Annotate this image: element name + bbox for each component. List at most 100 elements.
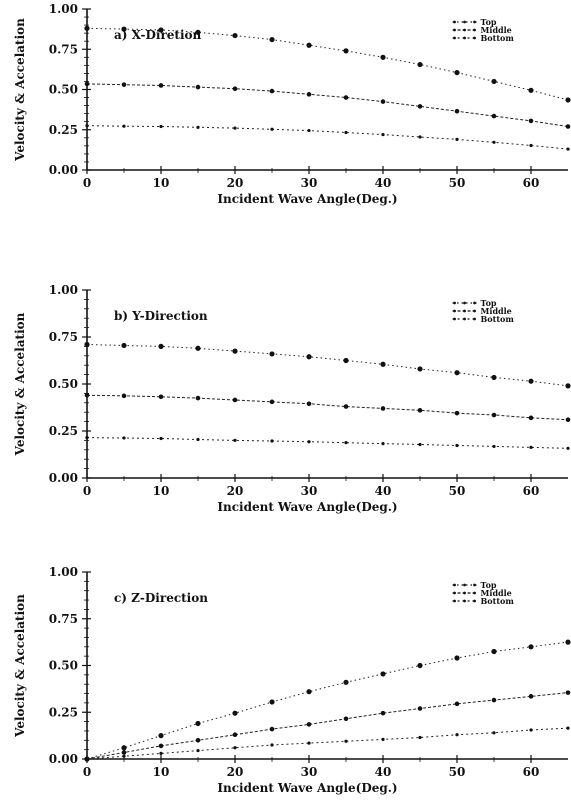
legend-marker — [473, 317, 476, 321]
x-tick-label: 10 — [153, 765, 170, 779]
data-point — [84, 25, 90, 31]
data-point — [492, 140, 496, 144]
data-point — [196, 437, 200, 442]
chart-panel-3: 0.00 0.25 0.50 0.75 1.00 0 10 20 30 40 50 60 Inciden… — [13, 565, 571, 795]
legend-marker — [453, 36, 456, 40]
x-tick-label: 10 — [153, 484, 170, 498]
data-point — [158, 743, 164, 749]
x-tick-label: 50 — [449, 765, 466, 779]
data-point — [195, 29, 201, 35]
data-point — [158, 733, 164, 739]
data-point — [121, 750, 127, 755]
data-point — [454, 701, 460, 707]
data-point — [269, 399, 275, 405]
y-tick-label: 0.00 — [49, 163, 78, 177]
series-line-middle — [86, 394, 569, 421]
data-point — [269, 351, 275, 357]
data-point — [195, 720, 201, 727]
data-point — [270, 439, 274, 443]
data-point — [566, 446, 570, 450]
data-point — [122, 124, 126, 128]
x-tick-label: 40 — [375, 765, 392, 779]
legend-marker — [463, 317, 466, 321]
data-point — [343, 716, 349, 722]
legend-label: Middle — [481, 306, 512, 316]
legend-label: Top — [481, 580, 497, 590]
data-point — [343, 48, 349, 54]
data-point — [195, 738, 201, 743]
x-tick-label: 0 — [83, 765, 91, 779]
y-axis-title: Velocity & Accelation — [13, 18, 27, 162]
data-point — [232, 32, 238, 39]
data-point — [529, 143, 533, 148]
chart-panel-1: 0.00 0.25 0.50 0.75 1.00 0 10 20 30 40 50 60 Inciden… — [13, 2, 571, 206]
data-point — [158, 343, 164, 349]
data-point — [343, 679, 349, 685]
legend-label: Middle — [481, 588, 512, 598]
x-axis-title: Incident Wave Angle(Deg.) — [217, 192, 397, 206]
y-tick-label: 0.75 — [49, 330, 78, 344]
data-point — [84, 341, 90, 348]
data-point — [454, 108, 460, 114]
legend-label: Middle — [481, 25, 512, 35]
y-axis-title: Velocity & Accelation — [13, 312, 27, 456]
legend-marker — [473, 301, 476, 305]
data-point — [417, 61, 423, 68]
data-point — [528, 118, 534, 124]
legend-marker — [453, 591, 456, 595]
data-point — [381, 441, 385, 446]
x-tick-label: 60 — [523, 484, 540, 498]
legend-marker — [453, 309, 456, 313]
x-tick-label: 40 — [375, 484, 392, 498]
data-point — [528, 694, 534, 699]
data-point — [233, 438, 237, 442]
data-point — [491, 697, 497, 703]
x-tick-label: 20 — [227, 484, 244, 498]
y-tick-label: 1.00 — [49, 283, 78, 297]
series-line-bottom — [86, 727, 569, 760]
data-point — [159, 436, 163, 441]
legend-marker — [453, 28, 456, 32]
panel-title: c) Z-Direction — [114, 591, 208, 605]
data-point — [306, 354, 312, 360]
x-axis-title: Incident Wave Angle(Deg.) — [217, 781, 397, 795]
series-line-top — [86, 344, 569, 387]
x-axis-title: Incident Wave Angle(Deg.) — [217, 500, 397, 514]
legend-marker — [463, 309, 466, 313]
data-point — [306, 401, 312, 407]
data-point — [122, 436, 126, 440]
data-point — [307, 741, 311, 745]
data-point — [491, 78, 497, 85]
data-point — [380, 99, 386, 104]
data-point — [565, 417, 571, 423]
data-point — [270, 127, 274, 131]
data-point — [269, 699, 275, 705]
legend-marker — [473, 20, 476, 24]
data-point — [122, 754, 126, 758]
data-point — [232, 397, 238, 403]
data-point — [566, 726, 570, 730]
data-point — [159, 124, 163, 129]
data-point — [233, 746, 237, 750]
x-tick-label: 50 — [449, 176, 466, 190]
y-tick-label: 0.50 — [49, 659, 78, 673]
data-point — [232, 86, 238, 91]
x-tick-label: 40 — [375, 176, 392, 190]
legend-marker — [463, 301, 466, 305]
legend-marker — [463, 599, 466, 603]
data-point — [344, 130, 348, 135]
data-point — [195, 395, 201, 401]
y-tick-label: 0.25 — [49, 424, 78, 438]
data-point — [306, 689, 312, 695]
data-point — [121, 342, 127, 349]
data-point — [417, 104, 423, 109]
y-tick-label: 0.25 — [49, 123, 78, 137]
data-point — [195, 345, 201, 351]
data-point — [270, 743, 274, 747]
series-line-bottom — [86, 437, 569, 449]
legend-marker — [473, 36, 476, 40]
data-point — [158, 83, 164, 88]
data-point — [380, 671, 386, 677]
data-point — [121, 745, 127, 751]
legend-marker — [473, 599, 476, 603]
